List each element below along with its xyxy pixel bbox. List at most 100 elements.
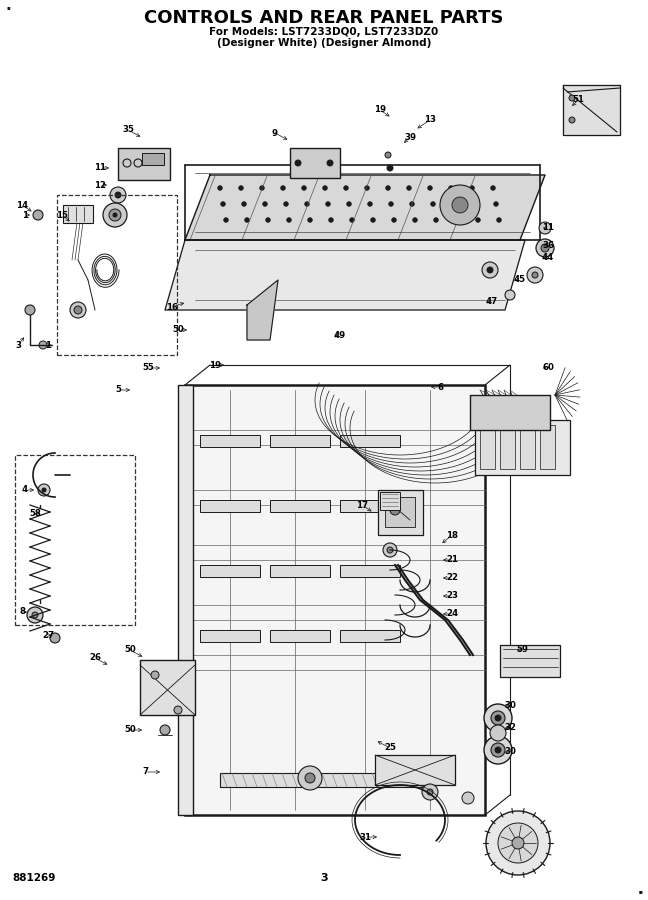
Text: 6: 6 xyxy=(437,382,443,392)
Text: 1: 1 xyxy=(22,211,28,220)
Text: 26: 26 xyxy=(89,653,101,662)
Text: 881269: 881269 xyxy=(12,873,55,883)
Circle shape xyxy=(536,239,554,257)
Circle shape xyxy=(455,218,459,222)
Circle shape xyxy=(407,185,411,190)
Circle shape xyxy=(218,185,222,190)
Circle shape xyxy=(476,218,480,222)
Circle shape xyxy=(490,725,506,741)
Text: 19: 19 xyxy=(374,105,386,114)
Text: 1: 1 xyxy=(45,340,51,349)
Text: 45: 45 xyxy=(514,275,526,284)
Circle shape xyxy=(260,185,264,190)
Text: 47: 47 xyxy=(486,298,498,307)
Circle shape xyxy=(329,218,333,222)
Bar xyxy=(290,148,340,178)
Circle shape xyxy=(440,185,480,225)
Bar xyxy=(57,195,177,355)
Circle shape xyxy=(70,302,86,318)
Circle shape xyxy=(245,218,249,222)
Circle shape xyxy=(482,262,498,278)
Circle shape xyxy=(365,185,369,190)
Circle shape xyxy=(50,633,60,643)
Polygon shape xyxy=(247,280,278,340)
Circle shape xyxy=(305,773,315,783)
Bar xyxy=(540,425,555,469)
Circle shape xyxy=(389,202,393,206)
Circle shape xyxy=(295,160,301,166)
Circle shape xyxy=(428,185,432,190)
Bar xyxy=(270,435,330,447)
Text: 3: 3 xyxy=(320,873,328,883)
Bar xyxy=(142,153,164,165)
Text: 12: 12 xyxy=(94,181,106,190)
Bar xyxy=(270,630,330,642)
Circle shape xyxy=(327,160,333,166)
Circle shape xyxy=(115,192,121,198)
Circle shape xyxy=(484,736,512,764)
Circle shape xyxy=(377,770,393,786)
Text: 4: 4 xyxy=(22,485,28,494)
Circle shape xyxy=(452,197,468,213)
Text: 51: 51 xyxy=(572,95,584,104)
Text: 49: 49 xyxy=(334,330,346,339)
Text: 14: 14 xyxy=(16,201,28,210)
Circle shape xyxy=(266,218,270,222)
Circle shape xyxy=(541,244,549,252)
Circle shape xyxy=(284,202,288,206)
Polygon shape xyxy=(563,85,620,135)
Circle shape xyxy=(27,607,43,623)
Text: 3: 3 xyxy=(15,340,21,349)
Bar xyxy=(500,645,560,677)
Circle shape xyxy=(497,218,501,222)
Text: 7: 7 xyxy=(142,768,148,777)
Bar xyxy=(200,500,260,512)
Circle shape xyxy=(74,306,82,314)
Bar xyxy=(520,425,535,469)
Bar xyxy=(375,755,455,785)
Text: 19: 19 xyxy=(209,361,221,370)
Text: 11: 11 xyxy=(94,164,106,173)
Bar xyxy=(200,630,260,642)
Circle shape xyxy=(498,823,538,863)
Circle shape xyxy=(33,210,43,220)
Text: ▪: ▪ xyxy=(638,889,642,895)
Text: For Models: LST7233DQ0, LST7233DZ0: For Models: LST7233DQ0, LST7233DZ0 xyxy=(209,27,439,37)
Circle shape xyxy=(347,202,351,206)
Circle shape xyxy=(532,272,538,278)
Circle shape xyxy=(25,305,35,315)
Circle shape xyxy=(239,185,243,190)
Text: 5: 5 xyxy=(115,385,121,394)
Text: 24: 24 xyxy=(446,609,458,618)
Text: 30: 30 xyxy=(504,748,516,757)
Circle shape xyxy=(113,213,117,217)
Text: 55: 55 xyxy=(142,364,154,373)
Text: 21: 21 xyxy=(446,555,458,564)
Circle shape xyxy=(287,218,291,222)
Bar xyxy=(500,425,515,469)
Circle shape xyxy=(281,185,285,190)
Text: 27: 27 xyxy=(42,631,54,640)
Circle shape xyxy=(539,222,551,234)
Text: 31: 31 xyxy=(359,832,371,842)
Text: 44: 44 xyxy=(542,254,554,263)
Circle shape xyxy=(308,218,312,222)
Circle shape xyxy=(298,766,322,790)
Text: 32: 32 xyxy=(504,724,516,733)
Bar xyxy=(200,565,260,577)
Circle shape xyxy=(494,202,498,206)
Circle shape xyxy=(174,706,182,714)
Circle shape xyxy=(434,218,438,222)
Circle shape xyxy=(491,711,505,725)
Text: 8: 8 xyxy=(19,608,25,616)
Circle shape xyxy=(350,218,354,222)
Circle shape xyxy=(42,488,46,492)
Text: CONTROLS AND REAR PANEL PARTS: CONTROLS AND REAR PANEL PARTS xyxy=(145,9,503,27)
Bar xyxy=(63,205,93,223)
Bar xyxy=(118,148,170,180)
Text: (Designer White) (Designer Almond): (Designer White) (Designer Almond) xyxy=(217,38,431,48)
Circle shape xyxy=(386,185,390,190)
Circle shape xyxy=(371,218,375,222)
Circle shape xyxy=(512,837,524,849)
Text: ▪: ▪ xyxy=(638,889,642,895)
